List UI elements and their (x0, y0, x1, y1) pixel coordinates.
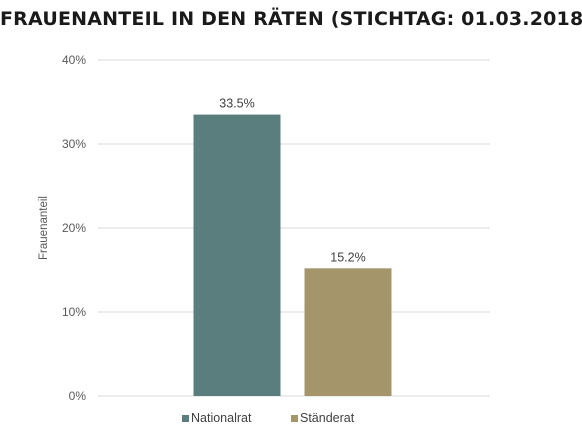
bars (193, 114, 392, 396)
chart-title: FRAUENANTEIL IN DEN RÄTEN (STICHTAG: 01.… (0, 8, 582, 30)
bar-ständerat (304, 268, 392, 396)
y-tick-label: 20% (62, 221, 86, 235)
y-tick-label: 0% (69, 389, 87, 403)
legend: Nationalrat Ständerat (182, 411, 355, 425)
data-label: 33.5% (219, 97, 254, 111)
legend-swatch (182, 415, 189, 422)
y-axis-label: Frauenanteil (38, 196, 50, 260)
data-label: 15.2% (330, 250, 365, 264)
bar-nationalrat (193, 114, 281, 396)
y-axis-ticks: 0% 10% 20% 30% 40% (62, 53, 86, 403)
legend-label: Nationalrat (191, 411, 252, 425)
legend-label: Ständerat (300, 411, 355, 425)
y-tick-label: 10% (62, 305, 86, 319)
data-labels: 33.5% 15.2% (219, 97, 365, 265)
y-tick-label: 40% (62, 53, 86, 67)
legend-swatch (291, 415, 298, 422)
gridlines (98, 59, 490, 397)
y-tick-label: 30% (62, 137, 86, 151)
